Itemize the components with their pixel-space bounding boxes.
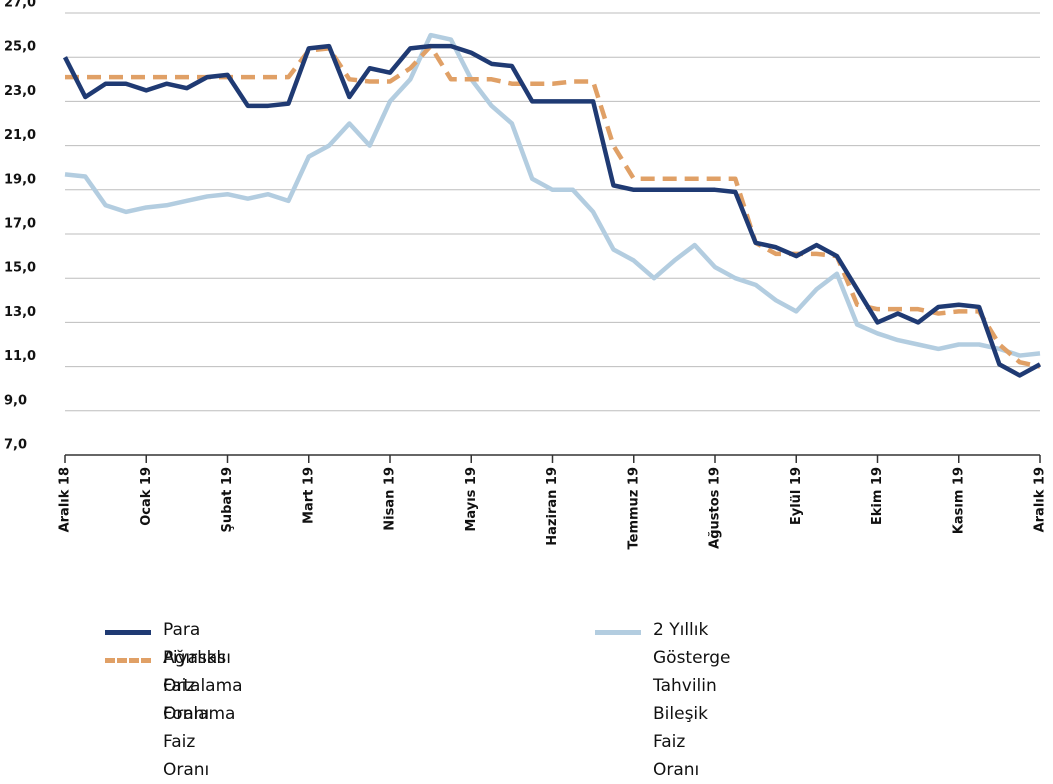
x-tick-label: Temmuz 19: [626, 467, 641, 550]
x-tick-label: Eylül 19: [789, 467, 804, 525]
x-tick-label: Mart 19: [301, 467, 316, 524]
y-tick-label: 9,0: [4, 393, 27, 408]
x-tick-label: Mayıs 19: [464, 467, 479, 532]
x-tick-label: Kasım 19: [951, 467, 966, 534]
page: 7,0 9,0 11,0 13,0 15,0 17,0 19,0 21,0 23,0 25,0 27…: [4, 0, 1048, 780]
x-tick-label: Aralık 19: [1033, 467, 1048, 532]
legend-item: 2 Yıllık Gösterge Tahvilin Bileşik Faiz …: [595, 620, 731, 784]
y-tick-label: 27,0: [4, 0, 36, 11]
series-line: [65, 43, 1041, 369]
series-line: [62, 43, 1042, 378]
series-line: [64, 32, 1041, 358]
chart: 7,0 9,0 11,0 13,0 15,0 17,0 19,0 21,0 23,0 25,0 27…: [4, 0, 1048, 550]
x-tick-label: Şubat 19: [220, 467, 235, 533]
y-tick-label: 7,0: [4, 438, 27, 453]
x-tick-label: Ağustos 19: [708, 467, 723, 549]
legend-swatch: [105, 630, 151, 635]
y-tick-label: 19,0: [4, 172, 36, 187]
y-tick-label: 23,0: [4, 84, 36, 99]
legend-swatch: [595, 630, 641, 635]
x-tick-label: Aralık 18: [58, 467, 73, 532]
x-tick-label: Ekim 19: [870, 467, 885, 525]
legend-item: Ağırlıklı Ortalama Fonlama Faiz Oranı: [105, 648, 243, 784]
x-tick-label: Haziran 19: [545, 467, 560, 546]
legend-label: Ağırlıklı Ortalama Fonlama Faiz Oranı: [163, 648, 243, 780]
x-tick-label: Nisan 19: [383, 467, 398, 531]
legend-swatch: [105, 658, 151, 663]
y-tick-label: 21,0: [4, 128, 36, 143]
legend-label: 2 Yıllık Gösterge Tahvilin Bileşik Faiz …: [653, 620, 731, 780]
y-tick-label: 11,0: [4, 349, 36, 364]
y-tick-label: 17,0: [4, 217, 36, 232]
y-tick-label: 13,0: [4, 305, 36, 320]
y-tick-label: 15,0: [4, 261, 36, 276]
x-tick-label: Ocak 19: [139, 467, 154, 526]
y-tick-label: 25,0: [4, 40, 36, 55]
